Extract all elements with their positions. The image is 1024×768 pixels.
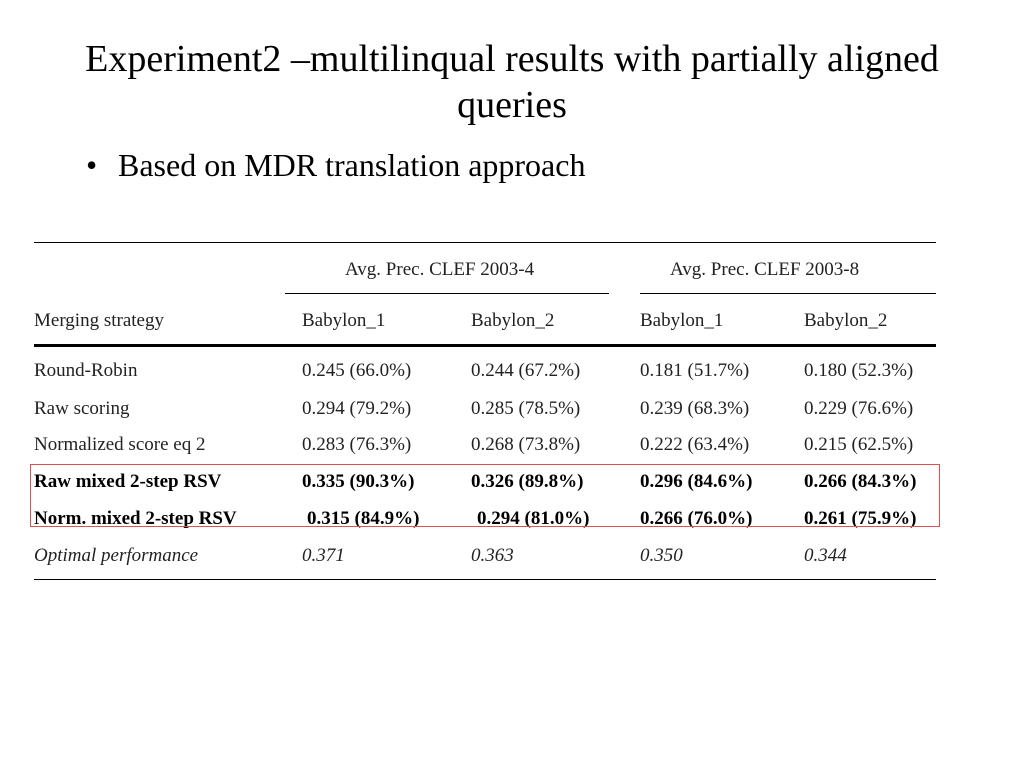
bullet-text: Based on MDR translation approach [118, 147, 586, 183]
table-cell: 0.222 (63.4%) [640, 434, 750, 455]
table-cell: 0.215 (62.5%) [804, 434, 914, 455]
table-cell: 0.350 [640, 545, 683, 566]
row-label: Normalized score eq 2 [34, 434, 206, 455]
group-header-clef-2003-4: Avg. Prec. CLEF 2003-4 [345, 259, 535, 280]
column-header: Babylon_1 [302, 310, 386, 331]
table-cell: 0.261 (75.9%) [804, 508, 917, 529]
table-cell: 0.371 [302, 545, 345, 566]
row-label: Round-Robin [34, 360, 138, 381]
table-cell: 0.245 (66.0%) [302, 360, 412, 381]
table-cell: 0.344 [804, 545, 847, 566]
table-cell: 0.315 (84.9%) [307, 508, 420, 529]
table-cell: 0.326 (89.8%) [471, 471, 584, 492]
bullet-point: • Based on MDR translation approach [86, 145, 585, 185]
row-label: Norm. mixed 2-step RSV [34, 508, 237, 529]
group-rule-left [285, 293, 609, 294]
table-cell: 0.294 (79.2%) [302, 398, 412, 419]
table-bottom-rule [34, 579, 936, 580]
group-header-clef-2003-8: Avg. Prec. CLEF 2003-8 [670, 259, 860, 280]
column-header: Babylon_2 [804, 310, 888, 331]
table-cell: 0.244 (67.2%) [471, 360, 581, 381]
row-label: Raw scoring [34, 398, 130, 419]
highlight-box [30, 464, 940, 527]
row-label: Raw mixed 2-step RSV [34, 471, 222, 492]
table-cell: 0.239 (68.3%) [640, 398, 750, 419]
table-cell: 0.266 (76.0%) [640, 508, 753, 529]
group-rule-right [640, 293, 936, 294]
table-cell: 0.283 (76.3%) [302, 434, 412, 455]
table-cell: 0.266 (84.3%) [804, 471, 917, 492]
table-cell: 0.229 (76.6%) [804, 398, 914, 419]
column-header: Babylon_1 [640, 310, 724, 331]
table-cell: 0.294 (81.0%) [477, 508, 590, 529]
column-header: Merging strategy [34, 310, 164, 331]
slide-title: Experiment2 –multilinqual results with p… [85, 38, 939, 126]
table-cell: 0.296 (84.6%) [640, 471, 753, 492]
column-header: Babylon_2 [471, 310, 555, 331]
header-rule [34, 344, 936, 347]
table-cell: 0.180 (52.3%) [804, 360, 914, 381]
table-cell: 0.363 [471, 545, 514, 566]
table-cell: 0.335 (90.3%) [302, 471, 415, 492]
bullet-dot-icon: • [86, 147, 98, 183]
table-cell: 0.181 (51.7%) [640, 360, 750, 381]
table-cell: 0.268 (73.8%) [471, 434, 581, 455]
table-top-rule [34, 242, 936, 243]
row-label: Optimal performance [34, 545, 199, 566]
table-cell: 0.285 (78.5%) [471, 398, 581, 419]
